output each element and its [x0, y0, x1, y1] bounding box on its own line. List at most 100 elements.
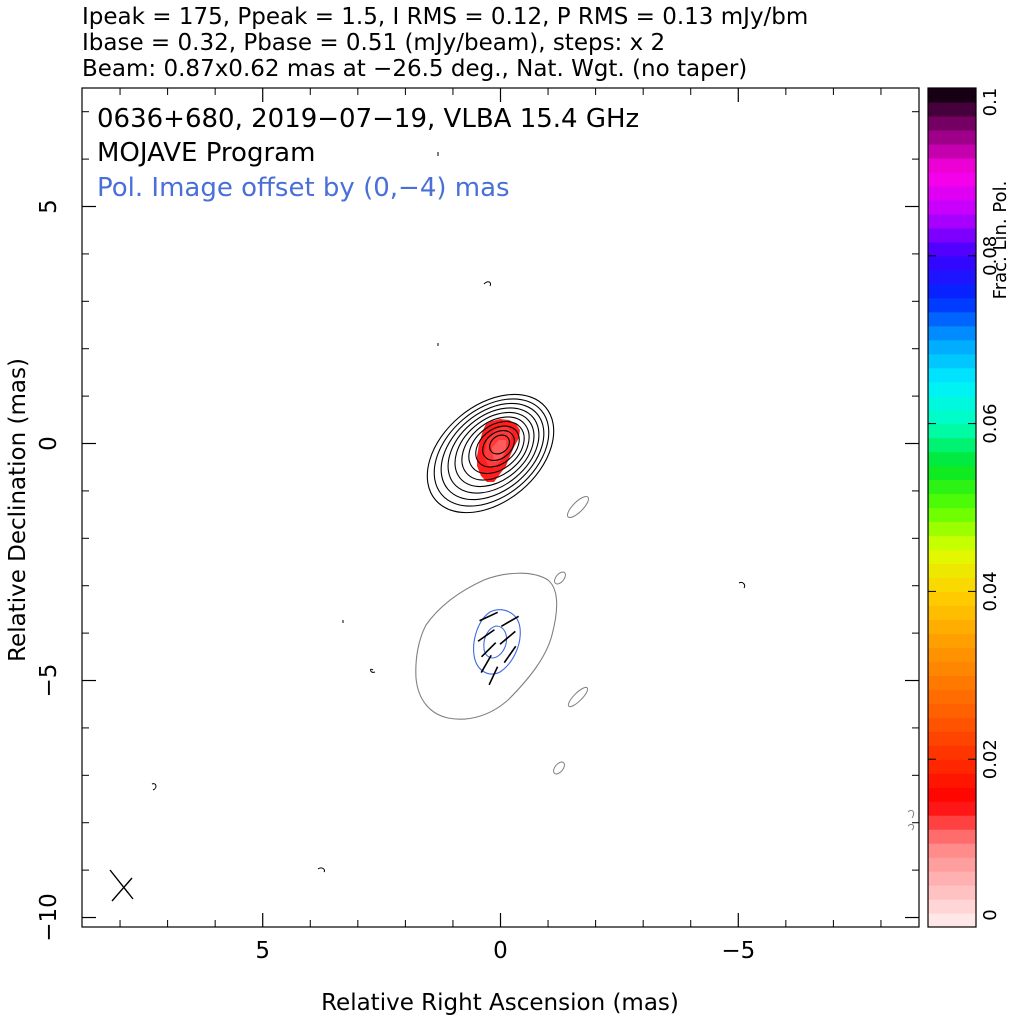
x-tick-label-0: 5	[255, 938, 270, 964]
colorbar-cell	[928, 759, 976, 774]
evpa-vector-0	[479, 611, 499, 622]
colorbar-cell	[928, 493, 976, 509]
noise-islands	[151, 152, 915, 873]
header-peak-line: Ipeak = 175, Ppeak = 1.5, I RMS = 0.12, …	[82, 4, 808, 30]
stokes-i-contour-7	[475, 425, 520, 468]
x-axis-ticks: 5 0 −5	[255, 88, 755, 964]
minor-ticks	[82, 88, 919, 927]
stokes-i-contour-0	[426, 393, 555, 514]
colorbar-cell	[928, 843, 976, 858]
colorbar-cell	[928, 129, 976, 145]
colorbar-cell	[928, 143, 976, 159]
colorbar-cell	[928, 353, 976, 369]
colorbar-cell	[928, 521, 976, 537]
colorbar-cell	[928, 801, 976, 816]
stokes-i-contour-9	[489, 434, 510, 455]
colorbar-cell	[928, 101, 976, 117]
x-tick-label-2: −5	[721, 938, 755, 964]
beam-marker	[109, 869, 134, 902]
colorbar-frame	[927, 87, 977, 928]
colorbar-cell	[928, 381, 976, 397]
pol-contour-1	[473, 609, 521, 675]
evpa-vector-7	[488, 666, 499, 686]
colorbar-tick-label-5: 0.1	[980, 88, 1001, 117]
colorbar-cell	[928, 325, 976, 341]
stokes-i-contour-1	[433, 398, 550, 507]
colorbar-cell	[928, 199, 976, 215]
colorbar-cell	[928, 717, 976, 732]
x-axis-title: Relative Right Ascension (mas)	[321, 990, 679, 1016]
colorbar-cell	[928, 88, 976, 103]
colorbar-cell	[928, 157, 976, 173]
offset-annotation: Pol. Image offset by (0,−4) mas	[97, 173, 510, 203]
colorbar-cell	[928, 731, 976, 746]
stokes-i-contour-3	[447, 407, 540, 494]
colorbar-cell	[928, 227, 976, 243]
colorbar-cell	[928, 605, 976, 620]
colorbar-cell	[928, 787, 976, 802]
colorbar-cell	[928, 885, 976, 900]
evpa-vector-6	[503, 645, 517, 664]
x-tick-label-1: 0	[493, 938, 508, 964]
stokes-i-contour-2	[440, 402, 545, 501]
colorbar-cell	[928, 689, 976, 704]
y-tick-label-3: −10	[36, 893, 62, 942]
colorbar-cell	[928, 647, 976, 662]
colorbar-cell	[928, 745, 976, 760]
stokes-i-contour-5	[461, 416, 530, 481]
colorbar-tick-label-3: 0.06	[980, 404, 1001, 444]
colorbar-cell	[928, 255, 976, 271]
colorbar-cell	[928, 857, 976, 872]
colorbar-cell	[928, 815, 976, 830]
colorbar-cell	[928, 899, 976, 914]
y-tick-label-0: 5	[36, 199, 62, 214]
stokes-i-contours	[426, 393, 555, 514]
colorbar-label: Frac. Lin. Pol.	[990, 181, 1011, 300]
y-axis-title: Relative Declination (mas)	[5, 358, 31, 662]
colorbar-tick-label-1: 0.02	[980, 739, 1001, 779]
colorbar-cell	[928, 535, 976, 551]
colorbar-cell	[928, 213, 976, 229]
y-tick-label-1: 0	[36, 436, 62, 451]
colorbar-cell	[928, 367, 976, 383]
colorbar-tick-label-4: 0.08	[980, 236, 1001, 276]
colorbar-cell	[928, 549, 976, 565]
colorbar-cell	[928, 269, 976, 285]
colorbar-tick-label-2: 0.04	[980, 571, 1001, 611]
noise-islands-gray	[553, 495, 590, 775]
colorbar-cell	[928, 913, 976, 928]
colorbar-cell	[928, 591, 976, 606]
colorbar-cell	[928, 871, 976, 886]
colorbar-cell	[928, 465, 976, 481]
colorbar-cell	[928, 437, 976, 453]
colorbar-cell	[928, 283, 976, 299]
evpa-vector-4	[480, 642, 497, 658]
colorbar-cell	[928, 773, 976, 788]
colorbar-cell	[928, 115, 976, 131]
colorbar-tick-label-0: 0	[980, 909, 1001, 920]
colorbar-cell	[928, 675, 976, 690]
colorbar-cell	[928, 829, 976, 844]
colorbar-cell	[928, 339, 976, 355]
y-axis-ticks: 5 0 −5 −10	[36, 199, 919, 942]
evpa-vector-1	[500, 615, 520, 627]
colorbar-cell	[928, 703, 976, 718]
colorbar-cell	[928, 619, 976, 634]
evpa-vector-2	[477, 629, 495, 642]
colorbar-cell	[928, 451, 976, 467]
pol-contour-lowest	[415, 572, 558, 720]
pol-contours	[415, 572, 558, 720]
colorbar-cell	[928, 297, 976, 313]
colorbar-cell	[928, 479, 976, 495]
colorbar-cell	[928, 563, 976, 579]
evpa-vectors	[477, 611, 520, 686]
colorbar-cell	[928, 633, 976, 648]
colorbar-cell	[928, 395, 976, 411]
colorbar-cell	[928, 507, 976, 523]
header-base-line: Ibase = 0.32, Pbase = 0.51 (mJy/beam), s…	[82, 30, 665, 56]
colorbar-cell	[928, 577, 976, 592]
colorbar	[928, 88, 976, 928]
stokes-i-contour-6	[468, 420, 525, 475]
colorbar-cell	[928, 423, 976, 439]
